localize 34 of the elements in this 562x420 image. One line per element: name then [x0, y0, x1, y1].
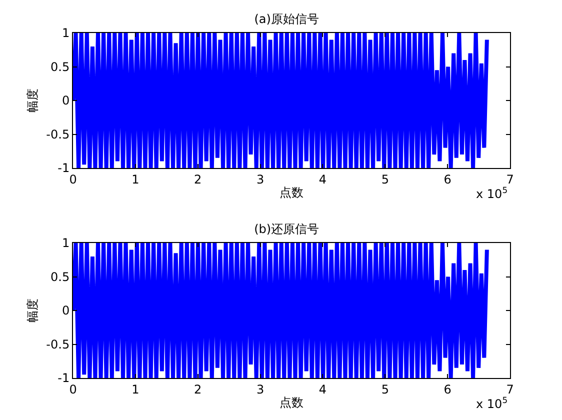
y-tick-label: -0.5	[46, 337, 70, 352]
x-tick-label: 6	[444, 172, 452, 186]
y-tick-label: 0.5	[50, 60, 70, 74]
chart-title: (b)还原信号	[254, 222, 320, 236]
y-tick-label: 0	[62, 94, 70, 108]
y-tick-label: 1	[62, 26, 70, 40]
x-tick-label: 4	[318, 172, 327, 186]
x-tick-label: 7	[506, 382, 514, 396]
line-series	[73, 243, 489, 378]
y-tick-label: 0	[62, 304, 70, 318]
y-tick-label: 0.5	[50, 270, 70, 284]
y-tick-label: 1	[62, 236, 70, 250]
y-axis-title: 幅度	[25, 88, 40, 112]
x-axis-title: 点数	[280, 395, 304, 410]
x-tick-label: 7	[506, 172, 514, 186]
x-tick-label: 1	[132, 382, 140, 396]
x-tick-label: 5	[381, 172, 389, 186]
x-tick-label: 5	[381, 382, 389, 396]
text: x 10$^{5}$	[476, 185, 508, 202]
y-tick-label: -0.5	[46, 127, 70, 142]
x-tick-label: 3	[256, 382, 264, 396]
x-axis-title: 点数	[280, 185, 304, 200]
x-tick-label: 6	[444, 382, 452, 396]
x-tick-label: 4	[318, 382, 327, 396]
y-tick-label: -1	[58, 161, 70, 176]
x-tick-label: 2	[194, 382, 202, 396]
y-tick-label: -1	[58, 371, 70, 386]
x-tick-label: 2	[194, 172, 202, 186]
chart-title: (a)原始信号	[254, 12, 319, 26]
text: x 10$^{5}$	[476, 395, 508, 412]
x-tick-label: 3	[256, 172, 264, 186]
line-series	[73, 33, 489, 168]
y-axis-title: 幅度	[25, 298, 40, 322]
x-tick-label: 1	[132, 172, 140, 186]
